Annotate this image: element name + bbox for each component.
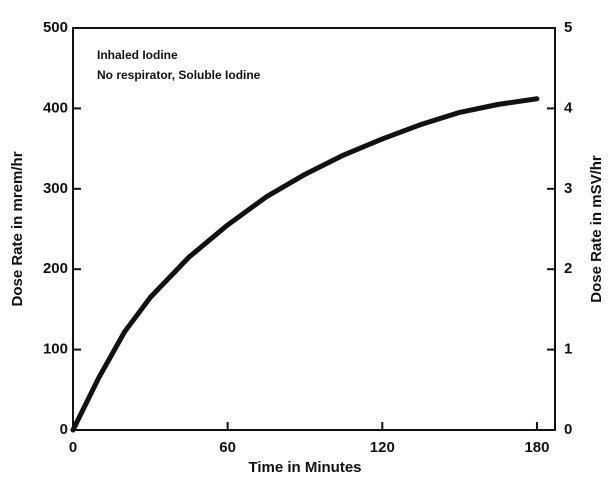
y2-tick-label: 3 <box>564 180 572 197</box>
y-tick-label: 100 <box>43 341 68 358</box>
y-tick-label: 300 <box>43 180 68 197</box>
y2-tick-label: 5 <box>564 19 572 36</box>
y-axis-label: Dose Rate in mrem/hr <box>9 151 26 306</box>
plot-frame <box>72 27 556 431</box>
y-tick-label: 200 <box>43 260 68 277</box>
annotation: Inhaled Iodine <box>97 48 178 62</box>
y2-tick-label: 0 <box>564 421 572 438</box>
x-tick-label: 60 <box>219 439 236 456</box>
x-tick-label: 0 <box>69 439 77 456</box>
x-axis-label: Time in Minutes <box>248 459 361 476</box>
data-line <box>70 96 540 433</box>
y2-tick-label: 4 <box>564 99 573 116</box>
y-tick-label: 400 <box>43 99 68 116</box>
y2-tick-label: 2 <box>564 260 572 277</box>
x-tick-label: 120 <box>370 439 395 456</box>
y2-tick-label: 1 <box>564 341 572 358</box>
x-tick-label: 180 <box>524 439 549 456</box>
annotation: No respirator, Soluble Iodine <box>97 68 261 82</box>
y2-axis-label: Dose Rate in mSV/hr <box>588 155 605 303</box>
y-tick-label: 0 <box>60 421 68 438</box>
y-tick-label: 500 <box>43 19 68 36</box>
